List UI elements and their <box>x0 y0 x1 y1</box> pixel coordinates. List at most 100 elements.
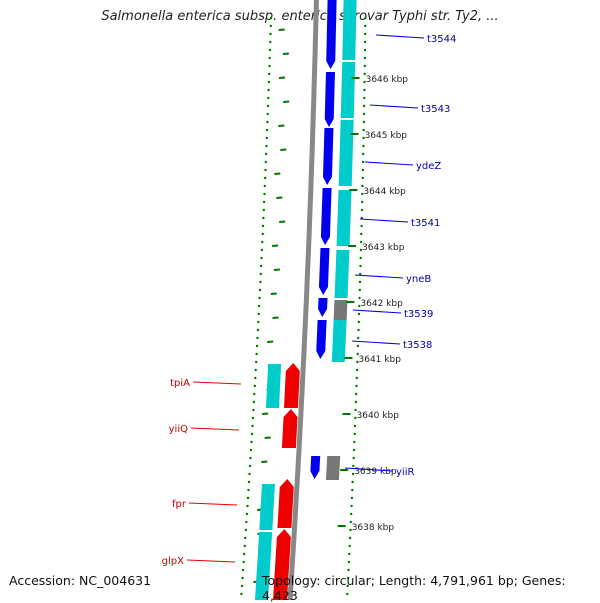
gc-dot <box>269 32 272 36</box>
gc-dot <box>363 80 366 84</box>
gc-dot <box>354 400 358 404</box>
cds-block <box>334 250 350 298</box>
gc-skew-dash <box>279 220 286 223</box>
gc-dot <box>354 408 357 412</box>
accession-label: Accession: NC_004631 <box>9 573 152 588</box>
gc-dot <box>359 264 362 268</box>
gene-label-leader <box>351 340 401 345</box>
gc-dot <box>355 376 358 380</box>
gc-skew-dash <box>272 244 279 247</box>
gc-dot <box>352 448 356 452</box>
gc-dot <box>257 304 261 308</box>
cds-block <box>265 364 282 408</box>
gc-dot <box>257 312 260 316</box>
gc-dot <box>358 288 361 292</box>
gc-dot <box>264 152 268 156</box>
gc-dot <box>243 544 246 548</box>
gc-dot <box>362 112 366 116</box>
reverse-gene-arrow <box>283 363 300 408</box>
gc-dot <box>268 64 271 68</box>
gc-dot <box>248 464 252 468</box>
gc-dot <box>261 224 265 228</box>
gc-dot <box>348 544 351 548</box>
gc-content-ring <box>240 16 367 596</box>
forward-gene-arrow <box>320 188 332 245</box>
forward-gene-arrow <box>310 456 321 479</box>
gc-skew-dash <box>273 268 280 271</box>
scale-tick-label: 3638 kbp <box>352 523 395 533</box>
gc-skew-dash <box>278 124 285 127</box>
gc-dot <box>357 328 360 332</box>
gc-dot <box>358 304 361 308</box>
gc-dot <box>354 416 357 420</box>
gc-dot <box>355 392 358 396</box>
gc-dot <box>256 328 260 332</box>
gene-label-leader <box>188 502 238 506</box>
gc-dot <box>356 344 360 348</box>
gc-dot <box>269 24 272 28</box>
gc-dot <box>353 440 356 444</box>
gc-dot <box>362 136 365 140</box>
gc-dot <box>269 16 273 20</box>
gc-dot <box>351 480 354 484</box>
gc-dot <box>257 320 260 324</box>
reverse-gene-arrow <box>273 529 291 600</box>
gc-dot <box>255 352 258 356</box>
gene-label-leader <box>354 274 404 279</box>
forward-gene-arrow <box>316 320 327 359</box>
gc-dot <box>348 536 352 540</box>
gc-dot <box>360 224 363 228</box>
gc-skew-dash <box>261 460 268 463</box>
scale-tick-label: 3642 kbp <box>360 299 403 309</box>
gc-dot <box>355 368 359 372</box>
gc-skew-dash <box>267 340 274 343</box>
gc-dot <box>268 72 271 76</box>
gc-dot <box>269 40 272 44</box>
scale-tick-label: 3641 kbp <box>359 355 402 365</box>
gc-dot <box>249 456 252 460</box>
gc-dot <box>357 320 360 324</box>
gc-dot <box>254 368 257 372</box>
gc-skew-dash <box>264 436 271 439</box>
gc-dot <box>363 40 367 44</box>
gc-dot <box>244 536 247 540</box>
gc-dot <box>346 584 349 588</box>
gc-skew-dash <box>283 100 290 103</box>
gc-dot <box>358 280 362 284</box>
gc-dot <box>258 296 261 300</box>
scale-tick-label: 3639 kbp <box>354 467 397 477</box>
gc-dot <box>359 240 363 244</box>
gc-dot <box>361 168 365 172</box>
gc-dot <box>264 160 267 164</box>
forward-gene-arrow <box>318 248 330 295</box>
gc-dot <box>361 176 364 180</box>
gc-dot <box>363 88 366 92</box>
feature-track <box>255 0 357 600</box>
gc-dot <box>346 576 350 580</box>
gc-skew-dash <box>280 148 287 151</box>
gene-label-forward: t3544 <box>427 34 456 45</box>
gene-label-leader <box>369 104 419 109</box>
gc-dot <box>260 248 264 252</box>
gc-dot <box>262 208 265 212</box>
gc-dot <box>346 592 349 596</box>
gc-dot <box>245 520 248 524</box>
gene-label-forward: yneB <box>406 274 431 285</box>
gc-skew-dash <box>278 28 285 31</box>
gc-dot <box>268 56 271 60</box>
gc-dot <box>353 424 357 428</box>
gc-dot <box>268 48 272 52</box>
cds-block <box>342 0 357 60</box>
gc-dot <box>255 360 258 364</box>
gc-dot <box>254 376 257 380</box>
gc-skew-dash <box>262 412 269 415</box>
gc-dot <box>267 88 270 92</box>
gc-dot <box>266 112 269 116</box>
gc-dot <box>353 432 356 436</box>
gc-dot <box>246 496 250 500</box>
gc-skew-dash <box>272 316 279 319</box>
gc-dot <box>266 104 270 108</box>
feature-block <box>325 456 341 480</box>
gene-label-leader <box>364 161 414 166</box>
